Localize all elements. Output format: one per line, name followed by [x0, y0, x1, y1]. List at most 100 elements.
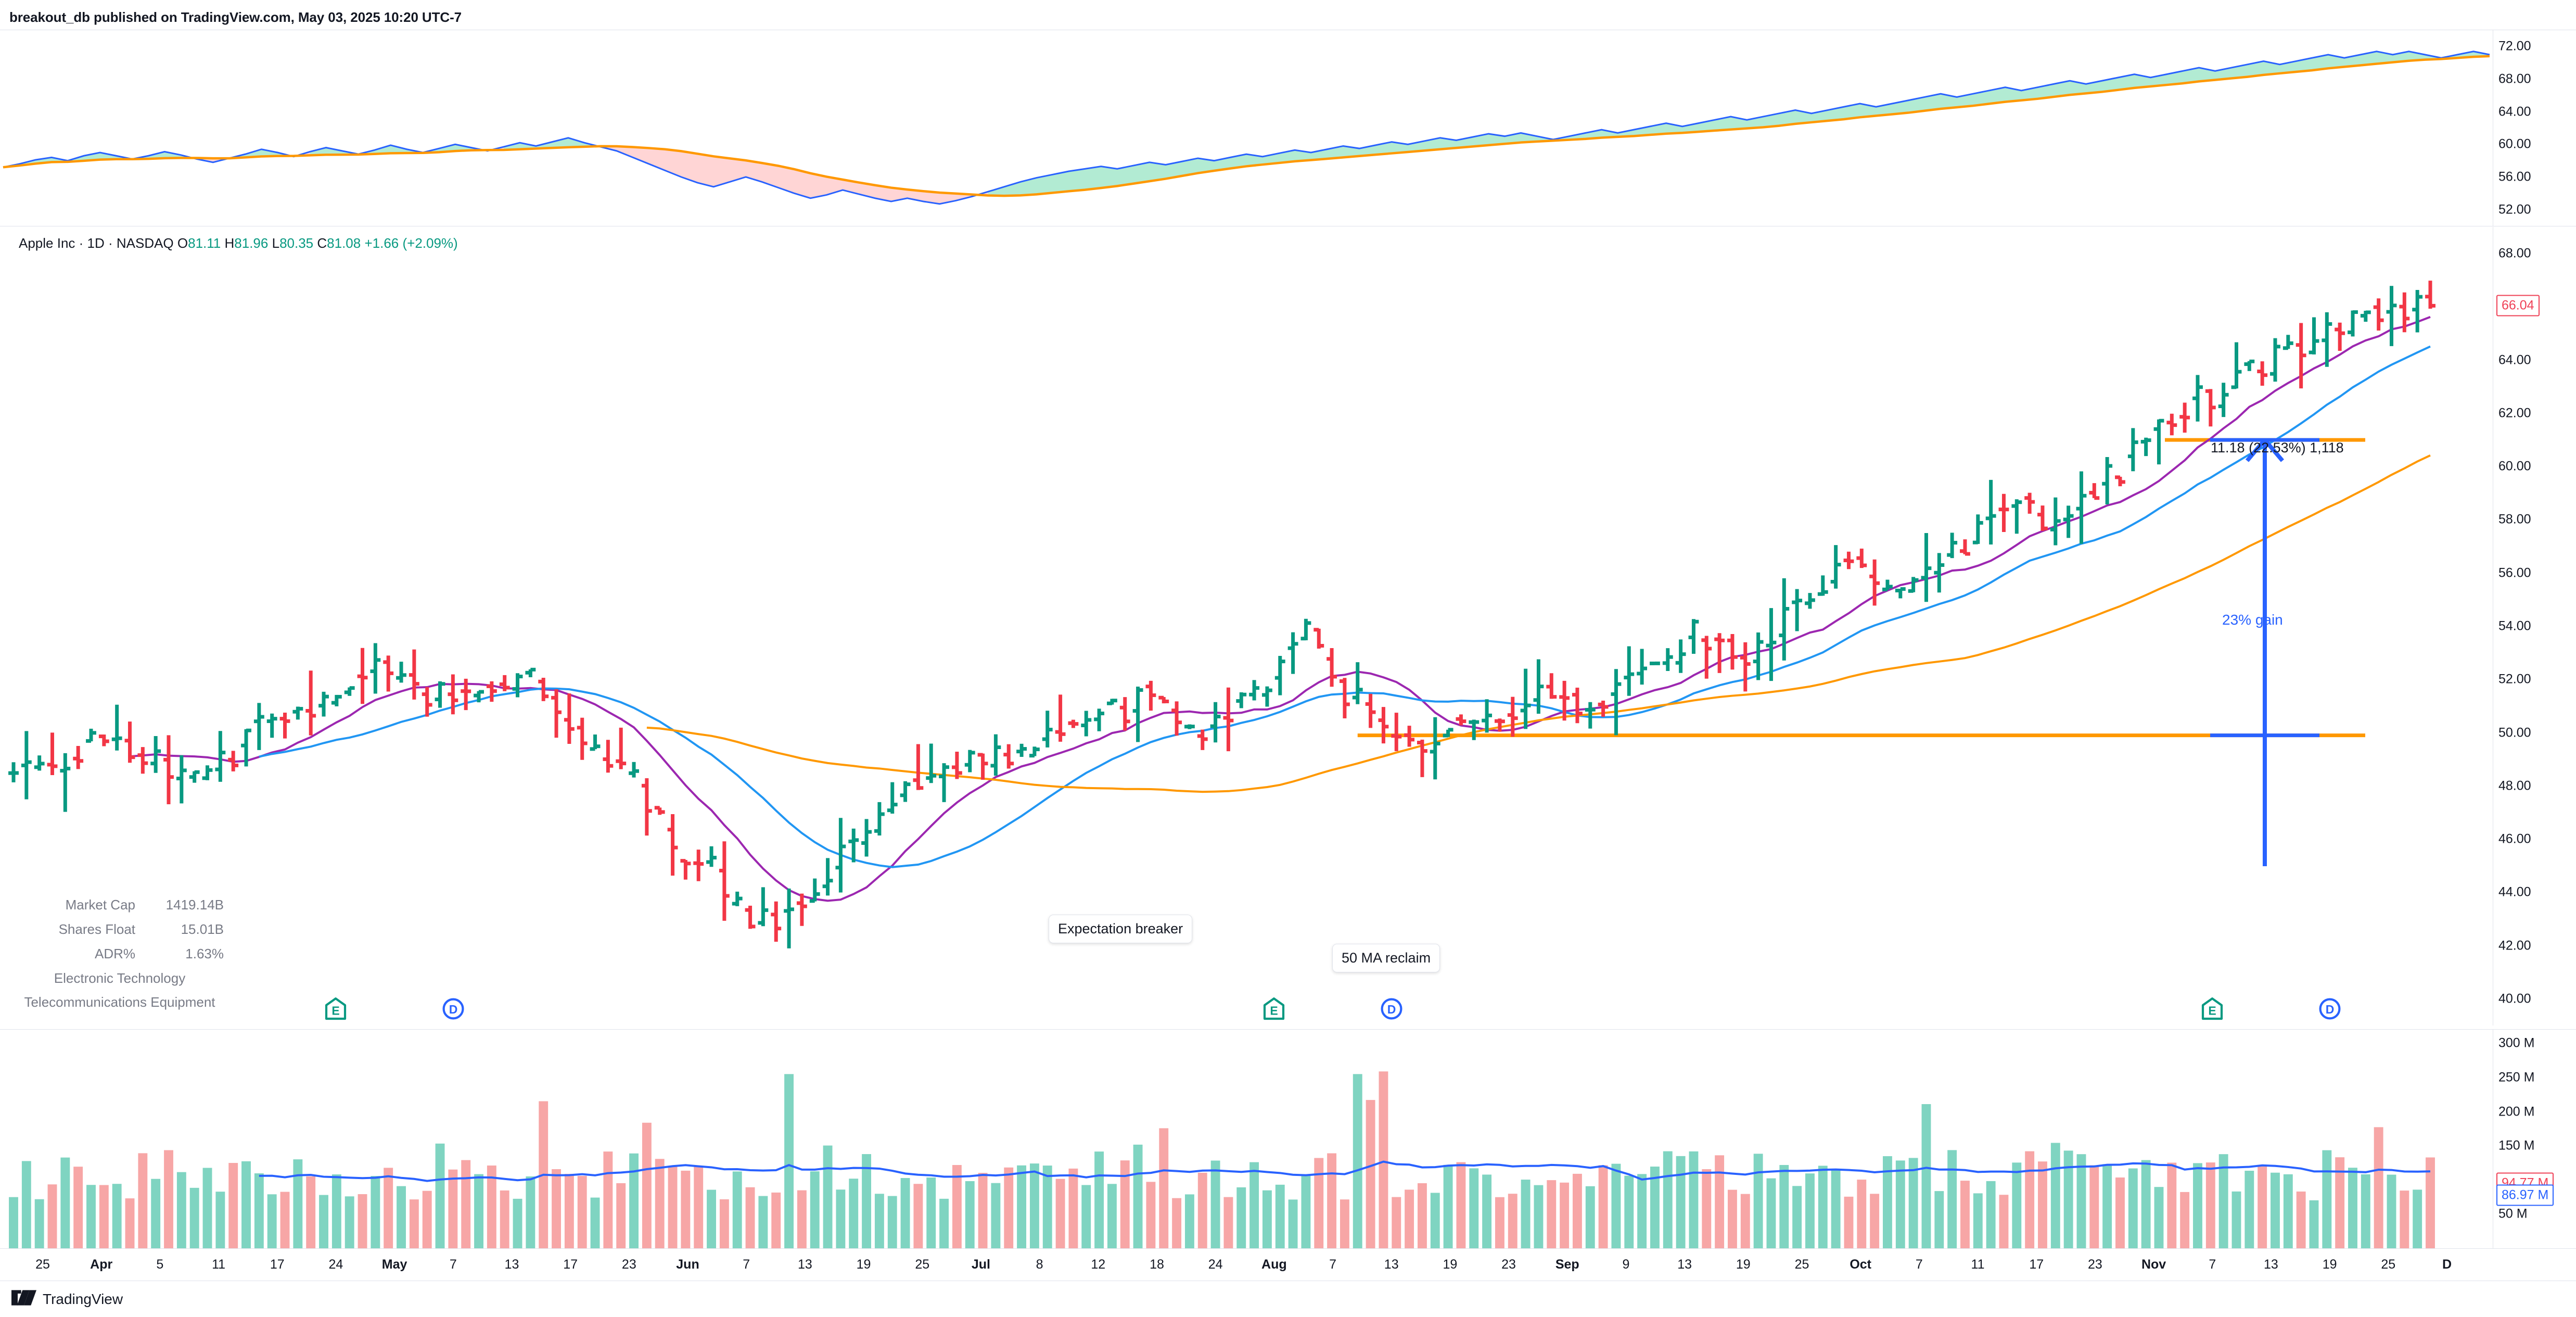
sector-label: Electronic Technology [54, 970, 186, 986]
price-plot [0, 227, 2493, 1025]
stat-key: Market Cap [65, 897, 135, 913]
measurement-label: 11.18 (22.53%) 1,118 [2211, 440, 2344, 455]
date-tick: 7 [1915, 1257, 1923, 1272]
stat-key: ADR% [94, 946, 135, 961]
gain-annotation-label: 23% gain [2222, 612, 2283, 628]
date-tick: 17 [2029, 1257, 2044, 1272]
date-tick: 5 [156, 1257, 164, 1272]
date-tick: Jul [971, 1257, 990, 1272]
axis-tick: 58.00 [2498, 512, 2531, 527]
date-tick: 23 [2087, 1257, 2102, 1272]
date-tick: 25 [2381, 1257, 2396, 1272]
stat-value: 1419.14B [165, 897, 224, 913]
date-tick: 7 [1329, 1257, 1336, 1272]
date-tick: 25 [35, 1257, 50, 1272]
date-tick: Nov [2141, 1257, 2166, 1272]
date-tick: 8 [1036, 1257, 1043, 1272]
axis-tick: 48.00 [2498, 778, 2531, 793]
axis-tick: 52.00 [2498, 672, 2531, 687]
date-tick: 23 [1501, 1257, 1516, 1272]
date-tick: 24 [1208, 1257, 1223, 1272]
date-tick: 13 [1677, 1257, 1692, 1272]
volume-pane: 300 M 250 M 200 M 150 M 50 M 94.77 M 86.97 M [0, 1030, 2576, 1248]
symbol-label: Apple Inc · 1D · NASDAQ [19, 235, 174, 251]
volume-axis[interactable]: 300 M 250 M 200 M 150 M 50 M 94.77 M 86.97 M [2493, 1030, 2576, 1248]
high-label: H [224, 235, 235, 251]
dividend-marker-icon[interactable]: D [442, 997, 465, 1021]
callout-expectation-breaker[interactable]: Expectation breaker [1049, 915, 1193, 943]
footer-bar: TradingView [0, 1281, 2576, 1317]
earnings-marker-icon[interactable]: E [2201, 997, 2224, 1021]
close-value: 81.08 [327, 235, 361, 251]
stat-key: Shares Float [58, 921, 135, 937]
svg-text:D: D [1387, 1003, 1396, 1016]
attribution-text: breakout_db published on TradingView.com… [9, 9, 462, 25]
stat-row: Shares Float 15.01B [16, 922, 224, 936]
axis-tick: 64.00 [2498, 352, 2531, 368]
relative-strength-price-axis[interactable]: 72.00 68.00 64.00 60.00 56.00 52.00 [2493, 30, 2576, 226]
date-tick: 13 [504, 1257, 519, 1272]
date-tick: 19 [856, 1257, 871, 1272]
date-tick: 25 [915, 1257, 930, 1272]
open-label: O [177, 235, 188, 251]
axis-tick: 62.00 [2498, 406, 2531, 421]
date-tick: Oct [1850, 1257, 1871, 1272]
symbol-ohlc-legend[interactable]: Apple Inc · 1D · NASDAQ O81.11 H81.96 L8… [19, 235, 458, 251]
stat-row: Market Cap 1419.14B [16, 898, 224, 911]
axis-tick: 300 M [2498, 1035, 2535, 1050]
relative-strength-pane: 72.00 68.00 64.00 60.00 56.00 52.00 [0, 30, 2576, 226]
date-axis[interactable]: 25 Apr 5 11 17 24 May 7 13 17 23 Jun 7 13 19 25 Jul 8 12 18… [0, 1248, 2576, 1281]
stats-panel: Market Cap 1419.14B Shares Float 15.01B … [16, 898, 224, 1019]
date-tick: 13 [797, 1257, 812, 1272]
date-tick: 17 [563, 1257, 578, 1272]
axis-tick: 72.00 [2498, 39, 2531, 54]
close-label: C [317, 235, 327, 251]
axis-tick: 52.00 [2498, 202, 2531, 217]
svg-text:D: D [2325, 1003, 2334, 1016]
stat-value: 15.01B [181, 921, 224, 937]
date-tick: 13 [1384, 1257, 1399, 1272]
earnings-marker-icon[interactable]: E [1263, 997, 1285, 1021]
callout-50ma-reclaim[interactable]: 50 MA reclaim [1332, 944, 1440, 972]
svg-text:D: D [449, 1003, 457, 1016]
svg-text:E: E [1270, 1004, 1278, 1017]
axis-tick: 200 M [2498, 1104, 2535, 1119]
date-tick: Aug [1261, 1257, 1287, 1272]
dividend-marker-icon[interactable]: D [1380, 997, 1403, 1021]
axis-tick: 56.00 [2498, 169, 2531, 184]
axis-tick: 40.00 [2498, 991, 2531, 1006]
price-pane: 68.0066.0064.0062.0060.0058.0056.0054.00… [0, 227, 2576, 1025]
axis-tick: 150 M [2498, 1138, 2535, 1153]
date-tick: 7 [743, 1257, 750, 1272]
dividend-marker-icon[interactable]: D [2318, 997, 2341, 1021]
date-tick: 11 [212, 1257, 226, 1272]
date-tick: 24 [328, 1257, 343, 1272]
date-tick: Jun [676, 1257, 699, 1272]
change-value: +1.66 (+2.09%) [364, 235, 458, 251]
date-tick: 18 [1150, 1257, 1164, 1272]
axis-tick: 50 M [2498, 1206, 2528, 1221]
pane-divider-main-vol [0, 1029, 2576, 1030]
earnings-marker-icon[interactable]: E [324, 997, 347, 1021]
price-axis[interactable]: 68.0066.0064.0062.0060.0058.0056.0054.00… [2493, 227, 2576, 1025]
date-tick: May [381, 1257, 407, 1272]
date-tick: Apr [90, 1257, 113, 1272]
date-tick: 11 [1971, 1257, 1985, 1272]
axis-tick: 68.00 [2498, 71, 2531, 86]
date-tick: 9 [1622, 1257, 1630, 1272]
date-tick: 19 [1443, 1257, 1458, 1272]
stat-row: ADR% 1.63% [16, 947, 224, 960]
high-value: 81.96 [234, 235, 269, 251]
date-tick: 17 [270, 1257, 285, 1272]
date-tick: Sep [1555, 1257, 1579, 1272]
axis-tick: 56.00 [2498, 565, 2531, 580]
low-value: 80.35 [279, 235, 314, 251]
date-tick: 12 [1091, 1257, 1106, 1272]
date-tick: 7 [449, 1257, 457, 1272]
volume-ma-badge: 86.97 M [2496, 1184, 2554, 1206]
axis-tick: 44.00 [2498, 884, 2531, 900]
axis-tick: 60.00 [2498, 459, 2531, 474]
open-value: 81.11 [188, 235, 221, 251]
date-tick: 23 [621, 1257, 636, 1272]
